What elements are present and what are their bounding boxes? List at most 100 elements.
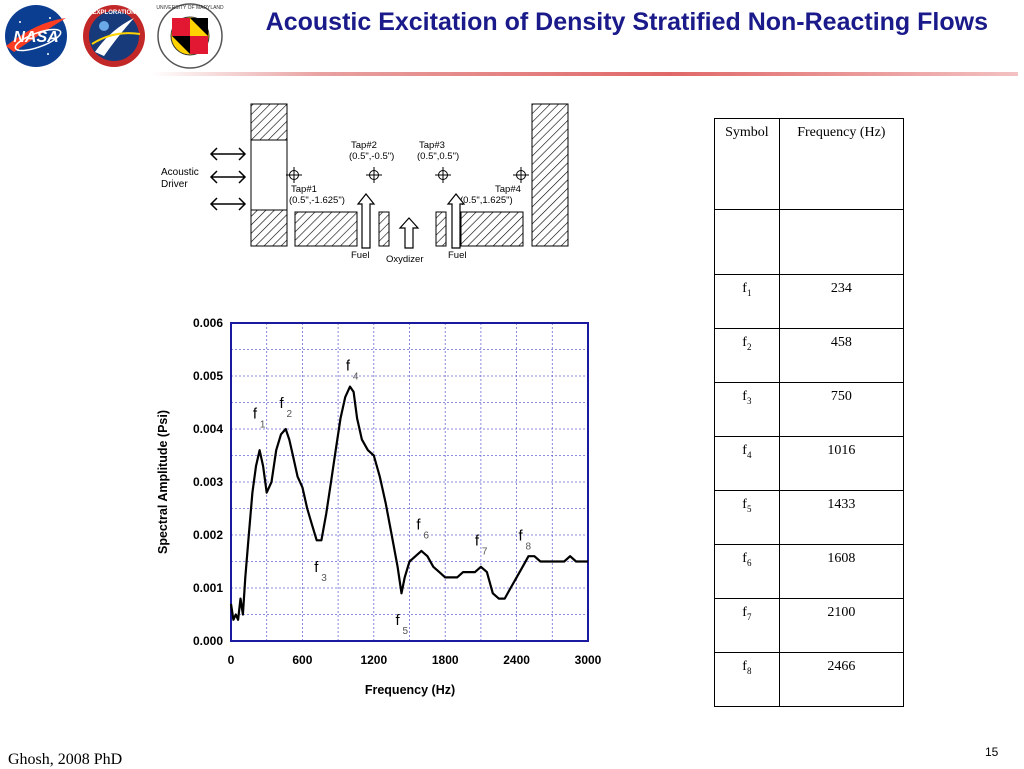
table-row-empty [714, 209, 905, 275]
header-rule [150, 72, 1018, 76]
acoustic-driver-arrows [209, 147, 247, 211]
symbol-subscript: 5 [746, 503, 752, 514]
peak-label: f [314, 559, 319, 576]
table-row: f5 1433 [714, 490, 905, 545]
x-tick-label: 2400 [503, 653, 530, 667]
symbol-text: f [742, 605, 747, 620]
tap-3-label: Tap#3 [419, 140, 445, 151]
symbol-text: f [742, 659, 747, 674]
bottom-block-center-right [435, 211, 447, 247]
peak-label-subscript: 8 [525, 541, 531, 552]
symbol-subscript: 8 [746, 665, 752, 676]
y-tick-label: 0.006 [193, 316, 223, 330]
tap-3-position: (0.5",0.5") [417, 151, 459, 162]
x-tick-label: 3000 [575, 653, 602, 667]
peak-label: f [346, 358, 351, 375]
peak-label: f [518, 527, 523, 544]
peak-label: f [280, 395, 285, 412]
y-tick-label: 0.002 [193, 528, 223, 542]
frequency-cell: 2466 [778, 652, 905, 707]
peak-label: f [475, 533, 480, 550]
x-tick-label: 600 [292, 653, 312, 667]
peak-label: f [396, 612, 401, 629]
y-tick-label: 0.001 [193, 581, 223, 595]
x-tick-label: 1800 [432, 653, 459, 667]
maryland-seal-text: UNIVERSITY OF MARYLAND [156, 5, 224, 11]
y-ticks: 0.000 0.001 0.002 0.003 0.004 0.005 0.006 [193, 316, 223, 648]
burner-schematic: Acoustic Driver Tap#1 (0.5",-1.625") Tap… [161, 103, 569, 265]
table-row: f7 2100 [714, 598, 905, 653]
header-frequency: Frequency (Hz) [778, 118, 905, 210]
header-symbol: Symbol [714, 118, 780, 210]
symbol-subscript: 2 [746, 341, 752, 352]
symbol-text: f [742, 551, 747, 566]
acoustic-driver-label-line2: Driver [161, 179, 188, 190]
table-row: f2 458 [714, 328, 905, 383]
tap-1-position: (0.5",-1.625") [289, 195, 345, 206]
frequency-cell: 458 [778, 328, 905, 383]
nasa-logo-text: NASA [13, 29, 58, 46]
frequency-cell: 1433 [778, 490, 905, 545]
frequency-cell: 1608 [778, 544, 905, 599]
symbol-text: f [742, 281, 747, 296]
right-wall [531, 103, 569, 247]
symbol-subscript: 1 [746, 287, 752, 298]
chart-grid [231, 323, 588, 641]
acoustic-driver-label-line1: Acoustic [161, 167, 199, 178]
fuel-left-label: Fuel [351, 250, 369, 261]
footer-citation: Ghosh, 2008 PhD [8, 751, 123, 768]
table-cell-empty [778, 209, 905, 275]
plot-frame [230, 322, 589, 642]
y-tick-label: 0.000 [193, 634, 223, 648]
table-row: f8 2466 [714, 652, 905, 707]
symbol-cell: f3 [714, 382, 780, 437]
symbol-cell: f8 [714, 652, 780, 707]
left-wall-bottom [250, 209, 288, 247]
table-row: f3 750 [714, 382, 905, 437]
table-row: f1 234 [714, 274, 905, 329]
university-of-maryland-seal: UNIVERSITY OF MARYLAND [156, 3, 224, 69]
tap-1-label: Tap#1 [291, 184, 317, 195]
acoustic-driver-cavity [250, 139, 288, 211]
frequency-cell: 234 [778, 274, 905, 329]
exploration-logo: EXPLORATION [83, 5, 145, 67]
peak-label-subscript: 6 [423, 531, 429, 542]
spectrum-curve [229, 385, 588, 621]
tap-2-label: Tap#2 [351, 140, 377, 151]
frequency-cell: 2100 [778, 598, 905, 653]
peak-label: f [416, 517, 421, 534]
tap-markers [286, 167, 529, 183]
y-axis-label: Spectral Amplitude (Psi) [156, 410, 170, 554]
symbol-text: f [742, 389, 747, 404]
bottom-block-left [294, 211, 358, 247]
y-tick-label: 0.003 [193, 475, 223, 489]
peak-label-subscript: 4 [353, 372, 359, 383]
fuel-right-label: Fuel [448, 250, 466, 261]
bottom-block-center-left [378, 211, 390, 247]
symbol-subscript: 7 [746, 611, 752, 622]
symbol-cell: f5 [714, 490, 780, 545]
bottom-block-right [460, 211, 524, 247]
symbol-text: f [742, 335, 747, 350]
x-ticks: 0 600 1200 1800 2400 3000 [228, 653, 602, 667]
frequency-cell: 1016 [778, 436, 905, 491]
peak-label: f [253, 405, 258, 422]
symbol-subscript: 6 [746, 557, 752, 568]
symbol-text: f [742, 443, 747, 458]
oxydizer-label: Oxydizer [386, 254, 423, 265]
nasa-logo: NASA [5, 5, 67, 67]
table-row: f4 1016 [714, 436, 905, 491]
table-cell-empty [714, 209, 780, 275]
symbol-text: f [742, 497, 747, 512]
symbol-cell: f6 [714, 544, 780, 599]
symbol-cell: f2 [714, 328, 780, 383]
symbol-subscript: 3 [746, 395, 752, 406]
peak-label-subscript: 5 [403, 626, 409, 637]
frequency-cell: 750 [778, 382, 905, 437]
symbol-cell: f4 [714, 436, 780, 491]
spectral-amplitude-chart: 0.000 0.001 0.002 0.003 0.004 0.005 0.006 0 600… [156, 316, 602, 697]
x-axis-label: Frequency (Hz) [365, 683, 455, 697]
acoustic-driver-label: Acoustic Driver [161, 167, 202, 190]
y-tick-label: 0.004 [193, 422, 223, 436]
exploration-logo-text: EXPLORATION [93, 10, 136, 16]
